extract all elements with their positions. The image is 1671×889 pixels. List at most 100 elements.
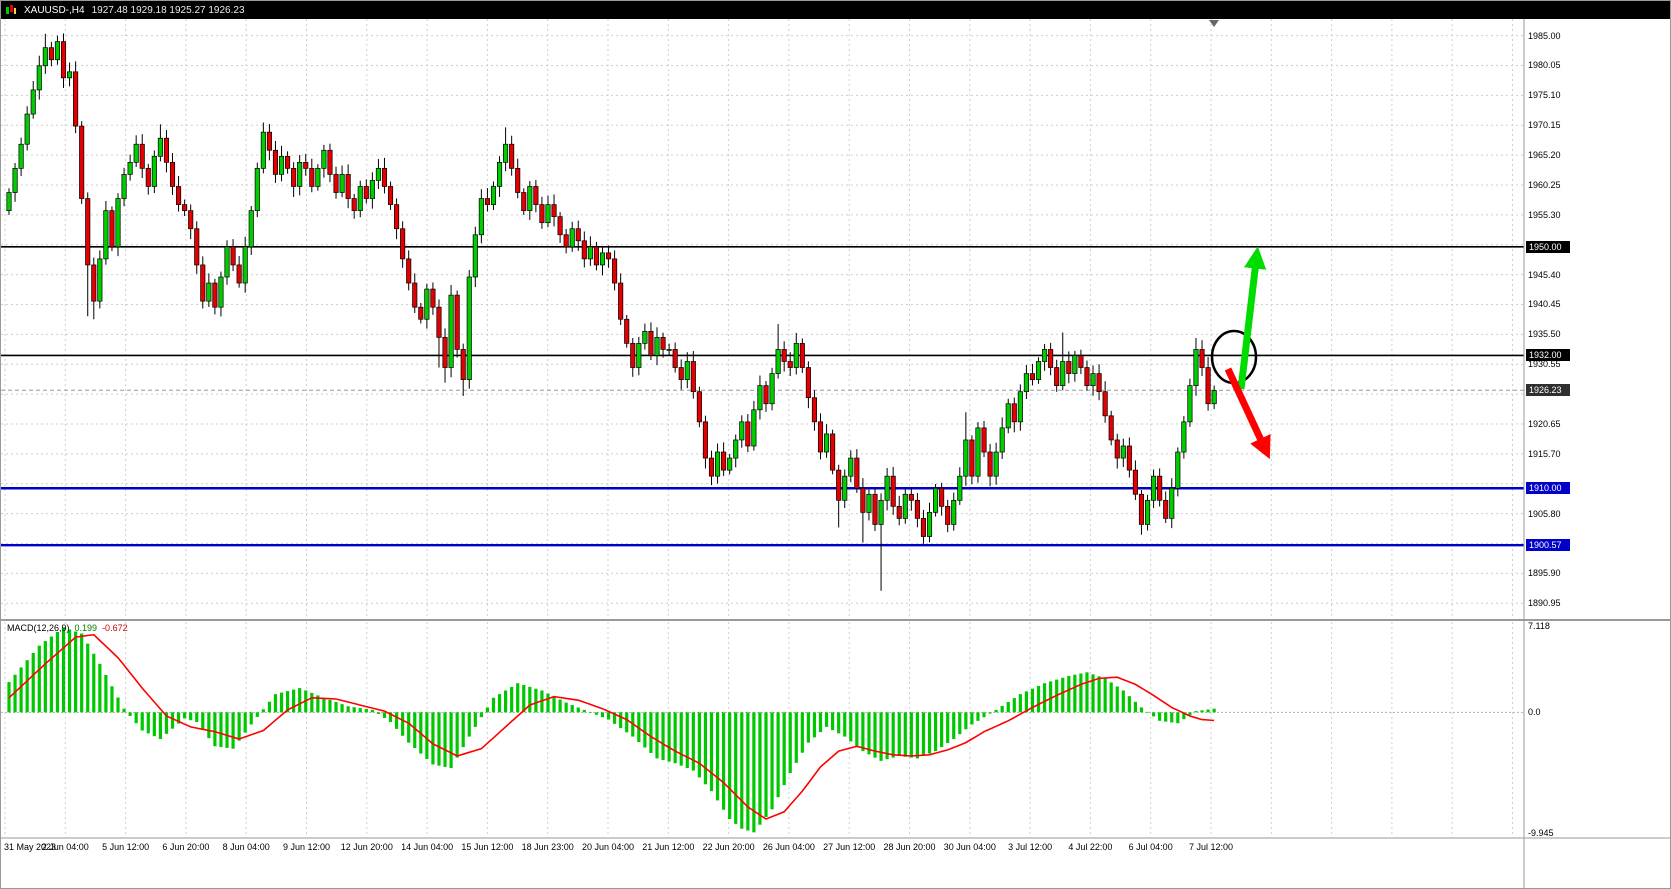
- candle: [1144, 494, 1151, 531]
- candle: [805, 361, 811, 409]
- candle: [230, 239, 236, 272]
- candle: [987, 443, 993, 487]
- candle: [291, 162, 297, 197]
- candle: [672, 342, 678, 373]
- candle: [636, 336, 642, 376]
- candle: [430, 282, 436, 315]
- candle: [1193, 337, 1199, 396]
- candle: [1035, 357, 1042, 384]
- candle: [6, 188, 12, 215]
- candle: [957, 467, 963, 505]
- candle: [920, 509, 927, 544]
- candle: [1175, 447, 1181, 497]
- candle: [1042, 344, 1048, 371]
- candle: [781, 341, 787, 372]
- candle: [630, 337, 636, 377]
- candle: [248, 206, 254, 255]
- candle: [448, 285, 454, 378]
- candle: [200, 256, 206, 309]
- candle: [715, 443, 721, 484]
- candle: [218, 271, 224, 317]
- candle: [242, 236, 248, 293]
- candle: [1060, 332, 1066, 391]
- candle: [696, 386, 702, 428]
- candle: [490, 181, 497, 210]
- bearish-arrow: [1224, 367, 1271, 460]
- candle: [872, 488, 878, 532]
- candle: [1211, 385, 1217, 410]
- candle: [945, 499, 951, 533]
- candle: [575, 220, 581, 251]
- candle: [769, 367, 775, 411]
- candle: [18, 137, 24, 177]
- candle: [1023, 365, 1029, 400]
- candle: [212, 278, 218, 315]
- candle: [236, 256, 242, 288]
- candle: [54, 35, 60, 65]
- indicator-signal-value: -0.672: [102, 623, 128, 633]
- candle: [678, 359, 684, 390]
- bullish-arrow: [1237, 246, 1267, 390]
- candle: [811, 390, 817, 431]
- chart-icon: [5, 4, 17, 16]
- candle: [854, 449, 860, 493]
- candle: [466, 270, 472, 389]
- candle: [1005, 398, 1011, 434]
- chart-shift-marker[interactable]: [1209, 20, 1219, 27]
- candle: [1126, 437, 1132, 478]
- candle: [109, 206, 115, 252]
- candle: [478, 189, 484, 244]
- candle: [1084, 360, 1090, 391]
- candle: [969, 435, 975, 485]
- candle: [333, 166, 339, 199]
- candle: [721, 442, 727, 476]
- candle: [999, 417, 1005, 459]
- candle: [599, 246, 606, 276]
- candle: [587, 236, 593, 266]
- candle: [1157, 468, 1163, 507]
- candle: [351, 193, 357, 219]
- ohlc-values: 1927.48 1929.18 1925.27 1926.23: [91, 4, 245, 16]
- candle: [878, 493, 884, 591]
- candle: [1011, 397, 1017, 433]
- candle: [115, 193, 121, 257]
- candle: [103, 200, 109, 265]
- candle: [254, 162, 260, 218]
- candle: [24, 106, 30, 151]
- candle: [418, 302, 424, 324]
- candle: [285, 151, 291, 174]
- candle: [775, 324, 781, 379]
- candle: [848, 450, 854, 483]
- candle: [375, 159, 381, 189]
- candle: [91, 257, 97, 320]
- candle: [866, 489, 872, 521]
- candle: [539, 196, 545, 229]
- candle: [557, 212, 563, 243]
- candle: [424, 283, 430, 329]
- candle: [1114, 433, 1120, 469]
- candle: [206, 273, 212, 307]
- candle: [951, 492, 957, 531]
- candle: [654, 327, 660, 366]
- candle: [1102, 381, 1108, 423]
- candle: [981, 420, 987, 458]
- panel-divider[interactable]: [1, 619, 1671, 621]
- candle: [260, 122, 266, 174]
- candle: [182, 199, 188, 217]
- candle: [1072, 350, 1078, 382]
- candle: [648, 322, 654, 361]
- candle: [176, 176, 182, 212]
- candle: [315, 164, 321, 191]
- candle: [842, 469, 848, 509]
- candle: [1132, 460, 1138, 501]
- candle: [1048, 342, 1054, 376]
- candle: [521, 188, 527, 215]
- candle: [817, 413, 824, 460]
- candle: [157, 124, 163, 162]
- candle: [787, 352, 793, 377]
- candle: [188, 204, 194, 240]
- candle: [60, 33, 67, 88]
- candle: [684, 352, 690, 389]
- candle: [1138, 490, 1145, 535]
